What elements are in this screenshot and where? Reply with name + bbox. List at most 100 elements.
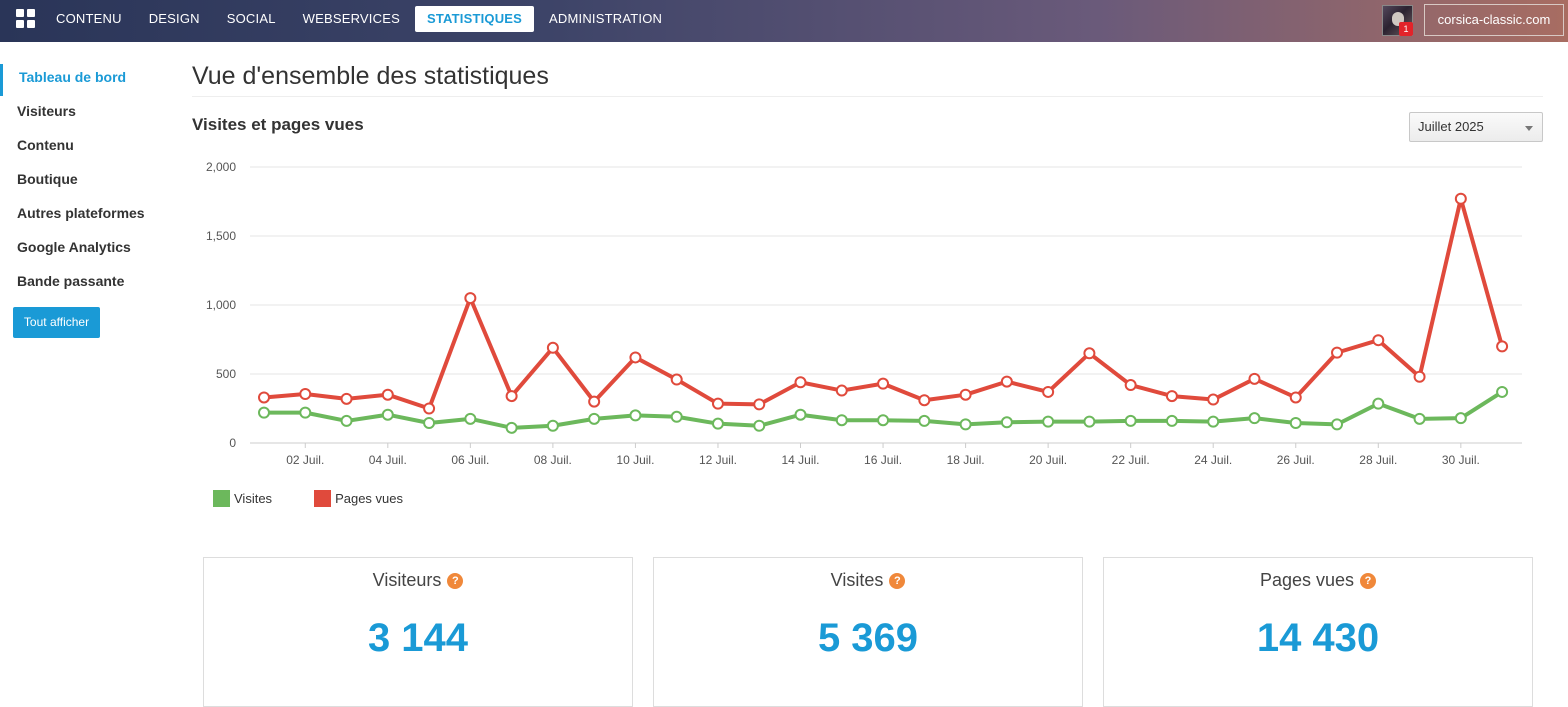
data-point-pages-vues: [835, 384, 848, 397]
help-icon[interactable]: ?: [889, 573, 906, 589]
stat-card-visiteurs: Visiteurs? 3 144: [203, 557, 633, 707]
y-tick-label: 0: [229, 436, 236, 450]
data-point-visites: [1331, 418, 1344, 431]
sidebar-item-tableau-de-bord[interactable]: Tableau de bord: [0, 60, 175, 96]
visits-pageviews-chart: 0 500 1,000 1,500 2,000 02 Juil. 04 Juil. 06 Ju…: [206, 160, 1522, 467]
data-point-pages-vues: [1289, 391, 1302, 404]
series-line-pages-vues: [262, 196, 1505, 411]
x-tick-label: 10 Juil.: [616, 453, 654, 467]
y-tick-label: 500: [216, 367, 236, 381]
data-point-pages-vues: [258, 391, 270, 404]
data-point-pages-vues: [1165, 390, 1178, 403]
data-point-visites: [588, 412, 601, 425]
sidebar-item-contenu[interactable]: Contenu: [17, 137, 74, 153]
data-point-visites: [629, 409, 642, 422]
month-select-value: Juillet 2025: [1418, 119, 1484, 134]
data-point-pages-vues: [959, 388, 972, 401]
data-point-pages-vues: [588, 395, 601, 408]
data-point-visites: [299, 406, 312, 419]
data-point-visites: [1496, 385, 1509, 398]
stat-label-visites: Visites: [830, 570, 884, 590]
main-nav: CONTENU DESIGN SOCIAL WEBSERVICES STATIS…: [44, 6, 677, 34]
data-point-pages-vues: [629, 351, 642, 364]
legend-swatch-visites: [213, 490, 230, 507]
data-point-pages-vues: [1207, 393, 1220, 406]
stat-label-pages-vues: Pages vues: [1259, 570, 1355, 590]
y-tick-label: 2,000: [206, 160, 236, 174]
data-point-pages-vues: [505, 390, 518, 403]
stat-value-pages-vues: 14 430: [1256, 616, 1380, 660]
data-point-visites: [1248, 412, 1261, 425]
data-point-pages-vues: [1331, 346, 1344, 359]
apps-grid-icon[interactable]: [16, 9, 36, 29]
data-point-pages-vues: [1496, 340, 1509, 353]
sidebar-item-boutique[interactable]: Boutique: [17, 171, 78, 187]
data-point-visites: [753, 419, 766, 432]
data-point-visites: [1413, 412, 1426, 425]
nav-contenu[interactable]: CONTENU: [56, 11, 122, 26]
legend-label-visites: Visites: [234, 491, 273, 506]
data-point-visites: [1165, 414, 1178, 427]
month-select[interactable]: Juillet 2025: [1409, 112, 1543, 142]
nav-design[interactable]: DESIGN: [148, 11, 200, 26]
data-point-visites: [670, 410, 683, 423]
data-point-visites: [1083, 415, 1096, 428]
x-tick-label: 18 Juil.: [947, 453, 985, 467]
data-point-visites: [1042, 415, 1055, 428]
legend-item-visites[interactable]: Visites: [213, 490, 272, 507]
x-tick-label: 30 Juil.: [1442, 453, 1480, 467]
nav-webservices[interactable]: WEBSERVICES: [302, 11, 400, 26]
data-point-pages-vues: [299, 388, 312, 401]
data-point-visites: [1000, 416, 1013, 429]
section-title: Visites et pages vues: [192, 115, 364, 134]
data-point-pages-vues: [1000, 375, 1013, 388]
sidebar-item-google-analytics[interactable]: Google Analytics: [17, 239, 131, 255]
user-avatar[interactable]: 1: [1382, 5, 1413, 36]
top-navigation-bar: CONTENU DESIGN SOCIAL WEBSERVICES STATIS…: [0, 0, 1568, 42]
help-icon[interactable]: ?: [1360, 573, 1377, 589]
site-selector-button[interactable]: corsica-classic.com: [1424, 4, 1564, 36]
data-point-visites: [505, 421, 518, 434]
x-tick-label: 16 Juil.: [864, 453, 902, 467]
data-point-pages-vues: [670, 373, 683, 386]
data-point-pages-vues: [794, 376, 807, 389]
data-point-pages-vues: [1454, 192, 1467, 205]
legend-label-pages-vues: Pages vues: [335, 491, 403, 506]
data-point-visites: [381, 408, 394, 421]
data-point-visites: [340, 414, 353, 427]
x-tick-label: 26 Juil.: [1277, 453, 1315, 467]
notification-badge: 1: [1399, 22, 1413, 36]
legend-item-pages-vues[interactable]: Pages vues: [314, 490, 403, 507]
x-tick-label: 28 Juil.: [1359, 453, 1397, 467]
help-icon[interactable]: ?: [447, 573, 464, 589]
sidebar-item-autres-plateformes[interactable]: Autres plateformes: [17, 205, 145, 221]
data-point-pages-vues: [546, 341, 559, 354]
y-tick-label: 1,000: [206, 298, 236, 312]
data-point-visites: [1207, 415, 1220, 428]
nav-social[interactable]: SOCIAL: [226, 11, 276, 26]
stat-label-visiteurs: Visiteurs: [372, 570, 442, 590]
nav-administration[interactable]: ADMINISTRATION: [549, 11, 663, 26]
data-point-pages-vues: [464, 292, 477, 305]
x-tick-label: 04 Juil.: [369, 453, 407, 467]
page-title: Vue d'ensemble des statistiques: [192, 62, 549, 90]
nav-statistiques[interactable]: STATISTIQUES: [414, 6, 535, 32]
data-point-pages-vues: [1083, 347, 1096, 360]
title-divider: [192, 96, 1543, 97]
chart-legend: Visites Pages vues: [213, 490, 445, 507]
data-point-pages-vues: [753, 398, 766, 411]
data-point-visites: [258, 406, 270, 419]
legend-swatch-pages-vues: [314, 490, 332, 507]
sidebar-item-visiteurs[interactable]: Visiteurs: [17, 103, 76, 119]
stat-card-pages-vues: Pages vues? 14 430: [1103, 557, 1533, 707]
stat-value-visites: 5 369: [817, 616, 919, 660]
data-point-pages-vues: [1372, 334, 1385, 347]
data-point-pages-vues: [1248, 372, 1261, 385]
sidebar: Tableau de bord Visiteurs Contenu Boutiq…: [0, 60, 175, 338]
data-point-visites: [1124, 414, 1137, 427]
stat-card-visites: Visites? 5 369: [653, 557, 1083, 707]
show-all-button[interactable]: Tout afficher: [13, 307, 100, 338]
data-point-pages-vues: [1413, 370, 1426, 383]
sidebar-item-bande-passante[interactable]: Bande passante: [17, 273, 125, 289]
data-point-pages-vues: [918, 394, 931, 407]
